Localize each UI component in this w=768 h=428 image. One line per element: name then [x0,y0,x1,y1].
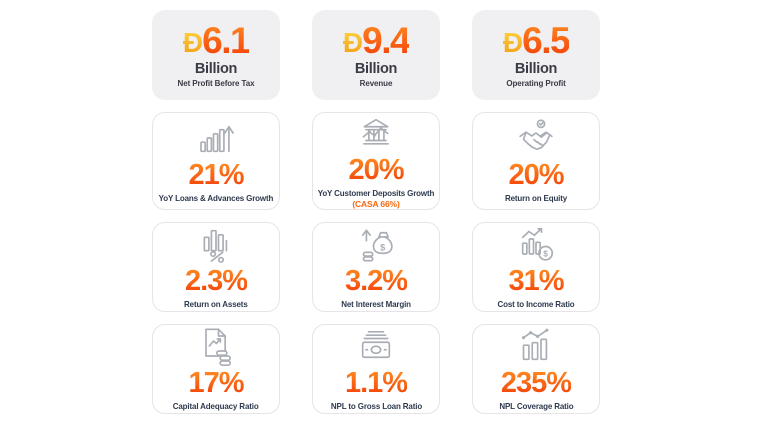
metric-icon-slot: $ [515,224,557,264]
metric-value: 20% [348,153,404,186]
handshake-check-icon [519,119,553,151]
metric-label: Cost to Income Ratio [497,299,575,310]
summary-label: Net Profit Before Tax [177,78,255,88]
dong-currency-symbol: Đ [502,26,523,58]
summary-amount: Đ6.5 [502,19,571,61]
chart-coin-dollar-icon: $ [521,227,554,261]
metric-label: NPL to Gross Loan Ratio [330,401,422,412]
summary-card: Đ6.1 Billion Net Profit Before Tax [152,10,280,100]
metric-label: Net Interest Margin [341,299,411,310]
metric-card: 235% NPL Coverage Ratio [472,324,600,414]
bar-chart-percent-icon [203,230,228,264]
summary-value: 6.1 [202,19,250,61]
metric-label: YoY Loans & Advances Growth [158,193,274,204]
document-chart-coins-icon [205,328,231,367]
metric-value: 1.1% [344,367,408,400]
dong-currency-symbol: Đ [182,26,203,58]
money-bag-dollar-icon: $ [361,229,393,262]
metric-value: 31% [508,265,564,298]
metric-card: 17% Capital Adequacy Ratio [152,324,280,414]
metric-label: NPL Coverage Ratio [498,401,574,412]
summary-card: Đ6.5 Billion Operating Profit [472,10,600,100]
metric-value: 3.2% [344,265,408,298]
dong-currency-symbol: Đ [342,26,363,58]
metric-icon-slot [195,224,237,264]
metric-icon-slot [355,326,397,366]
metric-icon-slot [355,113,397,153]
svg-text:$: $ [380,242,385,252]
summary-card: Đ9.4 Billion Revenue [312,10,440,100]
summary-label: Revenue [359,78,393,88]
metric-card: 20% YoY Customer Deposits Growth (CASA 6… [312,112,440,210]
summary-unit: Billion [354,60,398,77]
metric-value: 235% [500,367,572,400]
summary-label: Operating Profit [506,78,566,88]
metric-sublabel: (CASA 66%) [352,198,400,209]
metric-card: $ 31% Cost to Income Ratio [472,222,600,312]
metric-value: 21% [188,159,244,192]
metric-icon-slot [195,326,237,367]
banknotes-stack-icon [361,331,391,359]
metric-label: Return on Equity [504,193,568,204]
metric-label: Capital Adequacy Ratio [173,401,259,412]
metric-value: 17% [188,367,244,400]
metric-card: 21% YoY Loans & Advances Growth [152,112,280,210]
svg-text:$: $ [543,249,548,259]
summary-unit: Billion [514,60,558,77]
metric-value: 20% [508,159,564,192]
metric-label: Return on Assets [184,299,248,310]
summary-amount: Đ6.1 [182,19,251,61]
metric-label: YoY Customer Deposits Growth [317,187,435,198]
metric-icon-slot [195,118,237,158]
metric-card: 1.1% NPL to Gross Loan Ratio [312,324,440,414]
summary-value: 6.5 [522,19,570,61]
metric-card: 2.3% Return on Assets [152,222,280,312]
metric-icon-slot: $ [355,224,397,264]
summary-unit: Billion [194,60,238,77]
bar-chart-growth-arrow-icon [200,126,234,153]
metric-icon-slot [515,118,557,158]
bar-chart-trend-dots-icon [521,328,549,361]
metric-icon-slot [515,326,557,366]
bank-deposits-growth-icon [362,118,389,145]
summary-value: 9.4 [362,19,410,61]
metric-card: $ 3.2% Net Interest Margin [312,222,440,312]
kpi-grid: Đ6.1 Billion Net Profit Before Tax Đ9.4 … [152,10,600,414]
metric-value: 2.3% [184,265,248,298]
metric-card: 20% Return on Equity [472,112,600,210]
summary-amount: Đ9.4 [342,19,411,61]
